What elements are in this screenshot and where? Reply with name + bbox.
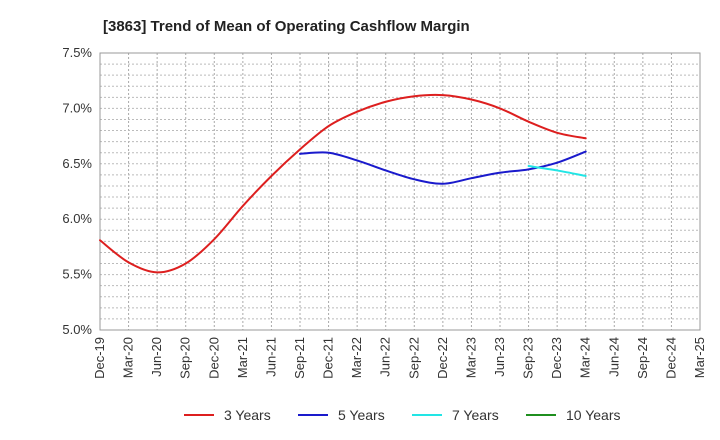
series-line-3-years — [99, 93, 587, 274]
x-tick-label: Dec-24 — [663, 337, 678, 379]
x-tick-label: Jun-21 — [263, 337, 278, 377]
x-axis: Dec-19 Mar-20 Jun-20 Sep-20 Dec-20 Mar-21 Jun-… — [92, 337, 707, 379]
legend-item-7-years: 7 Years — [412, 407, 499, 423]
x-tick-label: Jun-20 — [149, 337, 164, 377]
grid — [99, 52, 701, 331]
chart-title: [3863] Trend of Mean of Operating Cashfl… — [103, 18, 470, 35]
legend-item-3-years: 3 Years — [184, 407, 271, 423]
legend-item-5-years: 5 Years — [298, 407, 385, 423]
x-tick-label: Mar-21 — [235, 337, 250, 378]
x-tick-label: Dec-23 — [549, 337, 564, 379]
x-tick-label: Dec-19 — [92, 337, 107, 379]
x-tick-label: Jun-24 — [606, 337, 621, 377]
legend-label: 7 Years — [452, 407, 499, 423]
legend: 3 Years 5 Years 7 Years 10 Years — [184, 407, 621, 423]
x-tick-label: Dec-22 — [435, 337, 450, 379]
y-tick-label: 5.0% — [62, 322, 92, 337]
x-tick-label: Mar-23 — [463, 337, 478, 378]
x-tick-label: Jun-23 — [492, 337, 507, 377]
legend-label: 10 Years — [566, 407, 621, 423]
x-tick-label: Sep-20 — [178, 337, 193, 379]
series-lines — [99, 93, 587, 274]
x-tick-label: Mar-24 — [578, 337, 593, 378]
legend-label: 5 Years — [338, 407, 385, 423]
x-tick-label: Sep-22 — [406, 337, 421, 379]
x-tick-label: Sep-23 — [521, 337, 536, 379]
legend-item-10-years: 10 Years — [526, 407, 621, 423]
y-tick-label: 6.5% — [62, 156, 92, 171]
x-tick-label: Sep-24 — [635, 337, 650, 379]
x-tick-label: Mar-25 — [692, 337, 707, 378]
series-line-7-years — [527, 165, 587, 177]
x-tick-label: Jun-22 — [378, 337, 393, 377]
y-axis: 5.0% 5.5% 6.0% 6.5% 7.0% 7.5% — [62, 45, 92, 337]
y-tick-label: 7.0% — [62, 100, 92, 115]
x-tick-label: Sep-21 — [292, 337, 307, 379]
x-tick-label: Dec-21 — [321, 337, 336, 379]
x-tick-label: Mar-22 — [349, 337, 364, 378]
y-tick-label: 6.0% — [62, 211, 92, 226]
plot-frame — [99, 52, 701, 331]
x-tick-label: Dec-20 — [206, 337, 221, 379]
y-tick-label: 5.5% — [62, 267, 92, 282]
x-tick-label: Mar-20 — [121, 337, 136, 378]
y-tick-label: 7.5% — [62, 45, 92, 60]
legend-label: 3 Years — [224, 407, 271, 423]
